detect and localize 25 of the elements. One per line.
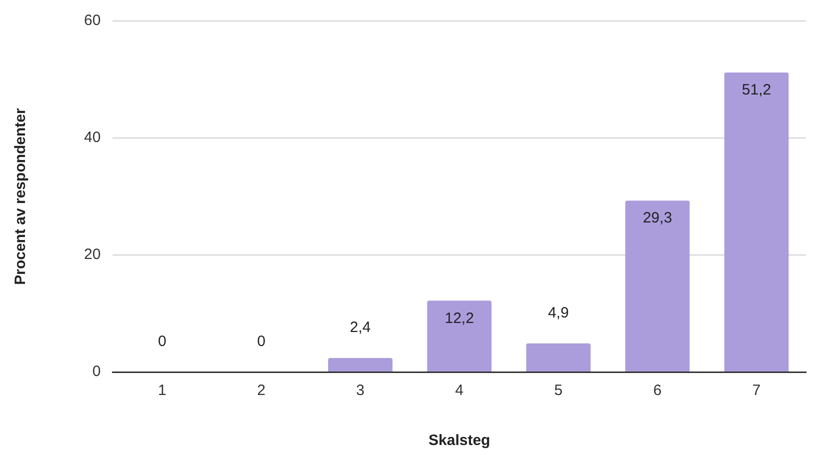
x-tick-label: 7 [752,382,761,400]
x-tick-label: 2 [257,382,266,400]
data-label: 0 [158,333,166,350]
y-axis-title: Procent av respondenter [12,108,30,285]
bar [427,300,492,372]
data-label: 4,9 [548,304,569,322]
y-tick-label: 0 [92,363,101,380]
data-label: 29,3 [642,210,672,227]
data-label: 51,2 [742,82,772,99]
bar [724,72,789,372]
x-tick-label: 5 [554,382,563,400]
bar [625,200,690,372]
x-tick-label: 1 [158,382,166,400]
data-label: 0 [257,333,266,350]
data-label: 12,2 [444,310,474,327]
bar [328,358,392,372]
data-label: 2,4 [350,319,371,336]
y-tick-label: 40 [84,129,101,146]
x-axis-title: Skalsteg [428,432,490,450]
x-tick-label: 6 [653,382,662,400]
y-tick-label: 60 [84,12,101,30]
y-tick-label: 20 [84,246,101,264]
bar [526,343,591,372]
x-tick-label: 4 [455,382,464,400]
x-tick-label: 3 [356,382,364,400]
